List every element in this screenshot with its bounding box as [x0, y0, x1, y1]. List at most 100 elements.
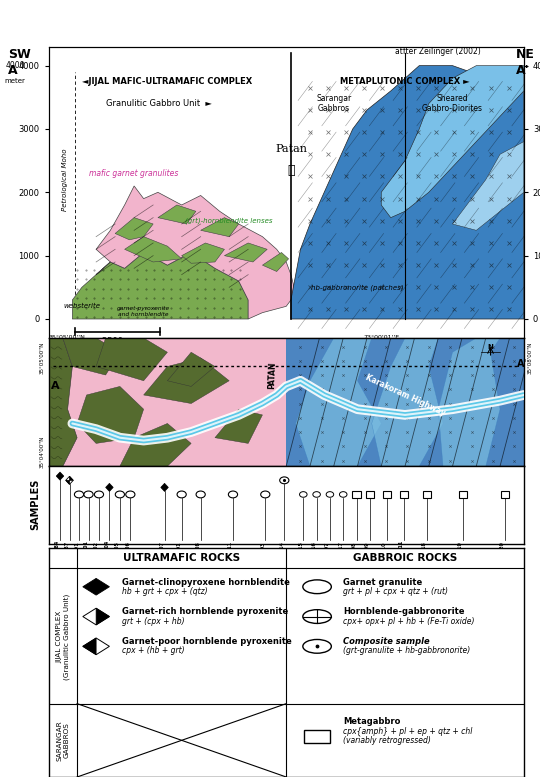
Circle shape: [340, 492, 347, 497]
Text: Garnet-poor hornblende pyroxenite: Garnet-poor hornblende pyroxenite: [122, 637, 292, 646]
Polygon shape: [158, 205, 196, 224]
Text: ⛪: ⛪: [287, 164, 295, 176]
Text: Patan: Patan: [275, 145, 307, 155]
Polygon shape: [291, 65, 524, 319]
Circle shape: [326, 492, 334, 497]
Text: KH97-109-111: KH97-109-111: [228, 541, 233, 580]
Circle shape: [303, 610, 332, 623]
Text: websterite: websterite: [63, 303, 100, 309]
Text: A: A: [8, 64, 18, 77]
Text: SARANGAR
GABBROS: SARANGAR GABBROS: [56, 720, 69, 761]
Text: GABBROIC ROCKS: GABBROIC ROCKS: [353, 553, 457, 563]
Text: A': A': [517, 359, 527, 368]
Circle shape: [75, 491, 84, 498]
Polygon shape: [161, 483, 168, 491]
Text: KG-07: KG-07: [325, 541, 330, 558]
Polygon shape: [125, 237, 181, 262]
Polygon shape: [215, 409, 262, 444]
Text: KH97-119: KH97-119: [458, 541, 463, 568]
Text: Garnet granulite: Garnet granulite: [343, 577, 422, 587]
Polygon shape: [372, 338, 443, 466]
Text: 35°05'00''N: 35°05'00''N: [49, 335, 85, 340]
Text: SW: SW: [8, 48, 31, 61]
Text: Hornblende-gabbronorite: Hornblende-gabbronorite: [343, 608, 465, 616]
Bar: [304, 730, 330, 743]
Text: hb + grt + cpx + (qtz): hb + grt + cpx + (qtz): [122, 587, 208, 596]
Polygon shape: [83, 608, 110, 625]
Polygon shape: [144, 358, 229, 403]
Text: Composite sample: Composite sample: [343, 637, 430, 646]
Circle shape: [94, 491, 104, 498]
Text: Metagabbro: Metagabbro: [343, 717, 401, 726]
Text: grt + (cpx + hb): grt + (cpx + hb): [122, 617, 185, 625]
Circle shape: [177, 491, 186, 498]
Polygon shape: [96, 338, 167, 381]
Circle shape: [115, 491, 125, 498]
Circle shape: [228, 491, 238, 498]
Text: JIJAL COMPLEX
(Granulitic Gabbro Unit): JIJAL COMPLEX (Granulitic Gabbro Unit): [56, 594, 70, 681]
Text: cpx+ opx+ pl + hb + (Fe-Ti oxide): cpx+ opx+ pl + hb + (Fe-Ti oxide): [343, 617, 475, 625]
Text: Sheared
Gabbro-Diorites: Sheared Gabbro-Diorites: [422, 94, 483, 113]
Polygon shape: [167, 352, 215, 386]
Bar: [400, 491, 408, 497]
Bar: [459, 491, 467, 497]
Text: (grt)-hornblendite lenses: (grt)-hornblendite lenses: [185, 218, 273, 224]
Text: Karakoram Highway: Karakoram Highway: [363, 372, 447, 417]
Polygon shape: [225, 243, 267, 262]
Text: A': A': [516, 64, 529, 77]
Polygon shape: [286, 338, 524, 466]
Text: SAMPLES: SAMPLES: [30, 479, 40, 530]
Text: KH97-108: KH97-108: [195, 541, 201, 568]
Text: KH97-86,87: KH97-86,87: [64, 541, 70, 573]
Text: KH97-102: KH97-102: [94, 541, 99, 568]
Bar: [366, 491, 374, 497]
Circle shape: [300, 492, 307, 497]
Polygon shape: [83, 638, 110, 655]
Text: KG-10: KG-10: [382, 541, 387, 558]
Polygon shape: [83, 638, 96, 655]
Circle shape: [126, 491, 135, 498]
Text: KH97- 84: KH97- 84: [55, 541, 60, 566]
Circle shape: [313, 492, 320, 497]
Bar: [352, 491, 361, 497]
Circle shape: [261, 491, 270, 498]
Text: cpx + (hb + grt): cpx + (hb + grt): [122, 646, 185, 656]
Polygon shape: [56, 472, 64, 480]
Polygon shape: [120, 423, 191, 466]
Circle shape: [280, 477, 289, 484]
Polygon shape: [181, 243, 225, 263]
Text: KH97-91: KH97-91: [74, 541, 79, 565]
Text: Petrological Moho: Petrological Moho: [62, 148, 68, 211]
Text: garnet-pyroxenite
and hornblendite: garnet-pyroxenite and hornblendite: [117, 306, 170, 317]
Polygon shape: [381, 65, 524, 218]
Text: Garnet-rich hornblende pyroxenite: Garnet-rich hornblende pyroxenite: [122, 608, 288, 616]
Polygon shape: [49, 338, 77, 466]
Text: NE: NE: [516, 48, 535, 61]
Circle shape: [196, 491, 205, 498]
Text: 2500 m: 2500 m: [102, 336, 133, 346]
Circle shape: [303, 639, 332, 653]
Text: (variably retrogressed): (variably retrogressed): [343, 736, 431, 745]
Polygon shape: [66, 480, 70, 484]
Text: PATAN: PATAN: [267, 361, 277, 388]
Text: 73°00'01''E: 73°00'01''E: [363, 335, 399, 340]
Polygon shape: [70, 476, 73, 480]
Text: KG-03: KG-03: [260, 541, 265, 558]
Text: 35°08'00''N: 35°08'00''N: [528, 342, 532, 375]
Text: mafic garnet granulites: mafic garnet granulites: [90, 169, 179, 178]
Text: KH97-116: KH97-116: [312, 541, 316, 568]
Text: 35°05'00''N: 35°05'00''N: [40, 342, 45, 375]
Text: Sarangar
Gabbros: Sarangar Gabbros: [316, 94, 352, 113]
Text: ULTRAMAFIC ROCKS: ULTRAMAFIC ROCKS: [123, 553, 240, 563]
Text: atfter Zeilinger (2002): atfter Zeilinger (2002): [395, 47, 481, 56]
Polygon shape: [63, 338, 120, 375]
Text: KH97-106: KH97-106: [125, 541, 130, 568]
Text: UM01-120: UM01-120: [500, 541, 505, 569]
Polygon shape: [438, 338, 500, 466]
Polygon shape: [262, 253, 288, 271]
Text: KH97-107: KH97-107: [159, 541, 165, 568]
Text: cpx{amph} + pl + ep + qtz + chl: cpx{amph} + pl + ep + qtz + chl: [343, 726, 472, 736]
Text: KG-09: KG-09: [365, 541, 370, 558]
Text: hb-gabbronorite (patches): hb-gabbronorite (patches): [311, 284, 404, 291]
Text: KH97-113,114: KH97-113,114: [279, 541, 284, 580]
